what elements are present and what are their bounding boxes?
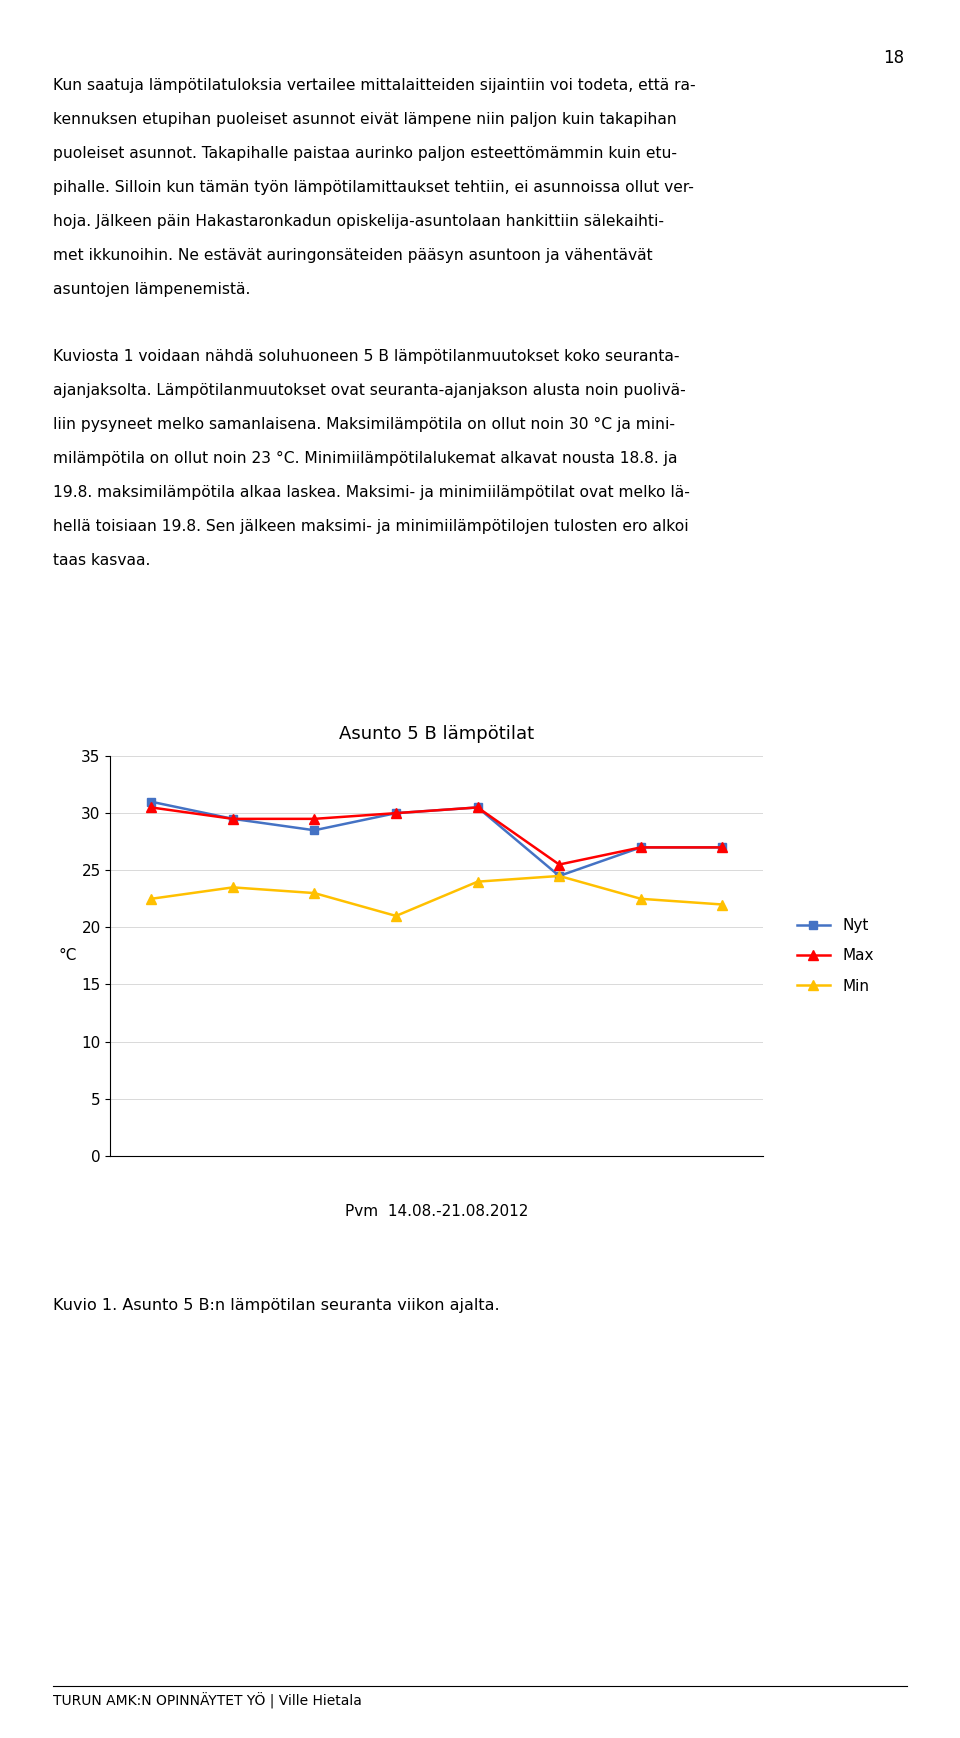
Text: milämpötila on ollut noin 23 °C. Minimiilämpötilalukemat alkavat nousta 18.8. ja: milämpötila on ollut noin 23 °C. Minimii… [53,452,678,466]
Text: 18: 18 [883,49,904,66]
Text: taas kasvaa.: taas kasvaa. [53,553,150,568]
Text: pihalle. Silloin kun tämän työn lämpötilamittaukset tehtiin, ei asunnoissa ollut: pihalle. Silloin kun tämän työn lämpötil… [53,181,694,195]
Text: Kuviosta 1 voidaan nähdä soluhuoneen 5 B lämpötilanmuutokset koko seuranta-: Kuviosta 1 voidaan nähdä soluhuoneen 5 B… [53,349,680,365]
Text: met ikkunoihin. Ne estävät auringonsäteiden pääsyn asuntoon ja vähentävät: met ikkunoihin. Ne estävät auringonsätei… [53,249,653,262]
Title: Asunto 5 B lämpötilat: Asunto 5 B lämpötilat [339,725,535,744]
Text: hellä toisiaan 19.8. Sen jälkeen maksimi- ja minimiilämpötilojen tulosten ero al: hellä toisiaan 19.8. Sen jälkeen maksimi… [53,518,688,534]
Text: Kun saatuja lämpötilatuloksia vertailee mittalaitteiden sijaintiin voi todeta, e: Kun saatuja lämpötilatuloksia vertailee … [53,78,695,94]
Y-axis label: °C: °C [59,949,77,963]
Text: puoleiset asunnot. Takapihalle paistaa aurinko paljon esteettömämmin kuin etu-: puoleiset asunnot. Takapihalle paistaa a… [53,146,677,162]
Text: 19.8. maksimilämpötila alkaa laskea. Maksimi- ja minimiilämpötilat ovat melko lä: 19.8. maksimilämpötila alkaa laskea. Mak… [53,485,689,501]
Text: liin pysyneet melko samanlaisena. Maksimilämpötila on ollut noin 30 °C ja mini-: liin pysyneet melko samanlaisena. Maksim… [53,417,675,433]
Text: asuntojen lämpenemistä.: asuntojen lämpenemistä. [53,282,251,297]
Text: Pvm  14.08.-21.08.2012: Pvm 14.08.-21.08.2012 [345,1204,529,1220]
Text: TURUN AMK:N OPINNÄYTET YÖ | Ville Hietala: TURUN AMK:N OPINNÄYTET YÖ | Ville Hietal… [53,1693,362,1708]
Legend: Nyt, Max, Min: Nyt, Max, Min [790,912,880,999]
Text: kennuksen etupihan puoleiset asunnot eivät lämpene niin paljon kuin takapihan: kennuksen etupihan puoleiset asunnot eiv… [53,113,677,127]
Text: Kuvio 1. Asunto 5 B:n lämpötilan seuranta viikon ajalta.: Kuvio 1. Asunto 5 B:n lämpötilan seurant… [53,1298,499,1314]
Text: hoja. Jälkeen päin Hakastaronkadun opiskelija-asuntolaan hankittiin sälekaihti-: hoja. Jälkeen päin Hakastaronkadun opisk… [53,214,663,229]
Text: ajanjaksolta. Lämpötilanmuutokset ovat seuranta-ajanjakson alusta noin puolivä-: ajanjaksolta. Lämpötilanmuutokset ovat s… [53,384,685,398]
